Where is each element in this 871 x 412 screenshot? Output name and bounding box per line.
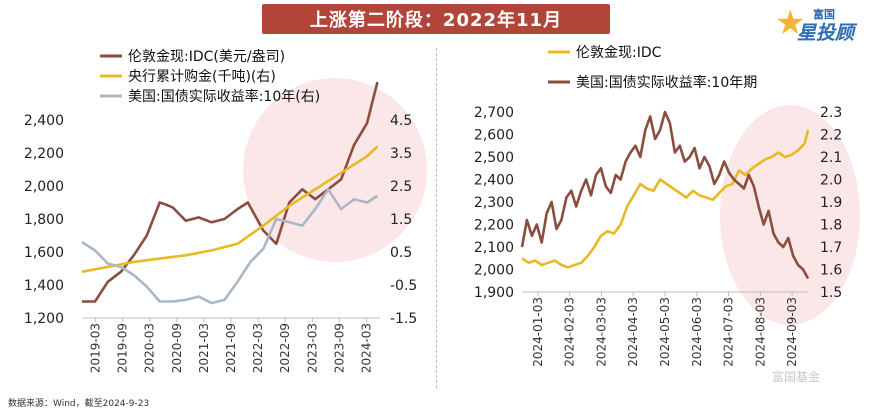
legend-label: 伦敦金现:IDC(美元/盎司)	[128, 49, 285, 65]
x-tick-label: 2024-04-03	[626, 297, 640, 367]
y-right-tick-label: 2.2	[820, 128, 842, 144]
x-tick-label: 2023-03	[305, 323, 319, 373]
y-left-tick-label: 1,900	[474, 285, 514, 301]
brand-logo: ★ 富国 星投顾	[775, 4, 867, 44]
y-right-tick-label: 2.3	[820, 105, 842, 121]
y-left-tick-label: 2,500	[474, 150, 514, 166]
y-left-tick-label: 2,100	[474, 240, 514, 256]
legend-label: 伦敦金现:IDC	[576, 45, 662, 61]
series-line	[520, 110, 810, 280]
y-left-tick-label: 1,800	[24, 212, 64, 228]
x-tick-label: 2024-01-03	[531, 297, 545, 367]
y-right-tick-label: 1.9	[820, 195, 842, 211]
x-tick-label: 2024-08-03	[753, 297, 767, 367]
y-left-tick-label: 1,400	[24, 278, 64, 294]
x-tick-label: 2020-03	[143, 323, 157, 373]
series-line	[81, 145, 379, 274]
series-line	[521, 129, 810, 269]
y-right-tick-label: 1.5	[390, 212, 412, 228]
y-left-tick-label: 2,400	[474, 173, 514, 189]
y-left-tick-label: 1,200	[24, 311, 64, 327]
logo-top-text: 富国	[813, 8, 835, 21]
title-banner: 上涨第二阶段：2022年11月	[262, 4, 610, 34]
x-tick-label: 2024-02-03	[563, 297, 577, 367]
x-tick-label: 2024-09-03	[785, 297, 799, 367]
y-right-tick-label: 1.6	[820, 263, 842, 279]
y-right-tick-label: 4.5	[390, 113, 412, 129]
watermark-text: 富国基金	[772, 370, 821, 384]
y-left-tick-label: 2,000	[474, 263, 514, 279]
y-left-tick-label: 2,200	[474, 218, 514, 234]
x-tick-label: 2019-03	[89, 323, 103, 373]
y-left-tick-label: 2,000	[24, 179, 64, 195]
chart-divider	[436, 48, 437, 388]
y-right-tick-label: 1.7	[820, 240, 842, 256]
y-right-tick-label: 0.5	[390, 245, 412, 261]
highlight-circle-right	[720, 105, 860, 325]
x-tick-label: 2024-05-03	[658, 297, 672, 367]
y-right-tick-label: 2.1	[820, 150, 842, 166]
highlight-layer	[243, 78, 860, 325]
x-tick-label: 2022-09	[278, 323, 292, 373]
y-left-tick-label: 2,600	[474, 128, 514, 144]
x-tick-label: 2024-03	[359, 323, 373, 373]
y-right-tick-label: 1.5	[820, 285, 842, 301]
source-note: 数据来源：Wind，截至2024-9-23	[8, 399, 150, 409]
series-line	[81, 188, 379, 305]
x-tick-label: 2024-03-03	[594, 297, 608, 367]
chart-gold-2024: 1,900 2,000 2,100 2,200 2,300 2,400 2,500 2,600…	[474, 45, 842, 367]
x-tick-label: 2019-09	[116, 323, 130, 373]
y-right-tick-label: 1.8	[820, 218, 842, 234]
y-right-tick-label: 3.5	[390, 146, 412, 162]
x-tick-label: 2020-09	[170, 323, 184, 373]
x-tick-label: 2021-09	[224, 323, 238, 373]
y-left-tick-label: 1,600	[24, 245, 64, 261]
x-tick-label: 2022-03	[251, 323, 265, 373]
legend-label: 美国:国债实际收益率:10年(右)	[128, 88, 320, 105]
y-left-tick-label: 2,300	[474, 195, 514, 211]
legend-label: 央行累计购金(千吨)(右)	[128, 69, 276, 85]
y-right-tick-label: 2.0	[820, 173, 842, 189]
y-left-tick-label: 2,200	[24, 146, 64, 162]
page-title: 上涨第二阶段：2022年11月	[309, 10, 563, 31]
y-left-tick-label: 2,400	[24, 113, 64, 129]
logo-main-text: 星投顾	[797, 22, 855, 44]
x-tick-label: 2021-03	[197, 323, 211, 373]
y-left-tick-label: 2,700	[474, 105, 514, 121]
star-icon: ★	[775, 3, 806, 43]
y-right-tick-label: -1.5	[390, 311, 417, 327]
y-right-tick-label: -0.5	[390, 278, 417, 294]
chart-gold-long-term: 1,200 1,400 1,600 1,800 2,000 2,200 2,400 -1.5 -…	[24, 49, 417, 373]
y-right-tick-label: 2.5	[390, 179, 412, 195]
x-tick-label: 2023-09	[332, 323, 346, 373]
legend-label: 美国:国债实际收益率:10年期	[576, 74, 757, 91]
x-tick-label: 2024-07-03	[722, 297, 736, 367]
highlight-circle-left	[243, 78, 427, 262]
x-tick-label: 2024-06-03	[690, 297, 704, 367]
